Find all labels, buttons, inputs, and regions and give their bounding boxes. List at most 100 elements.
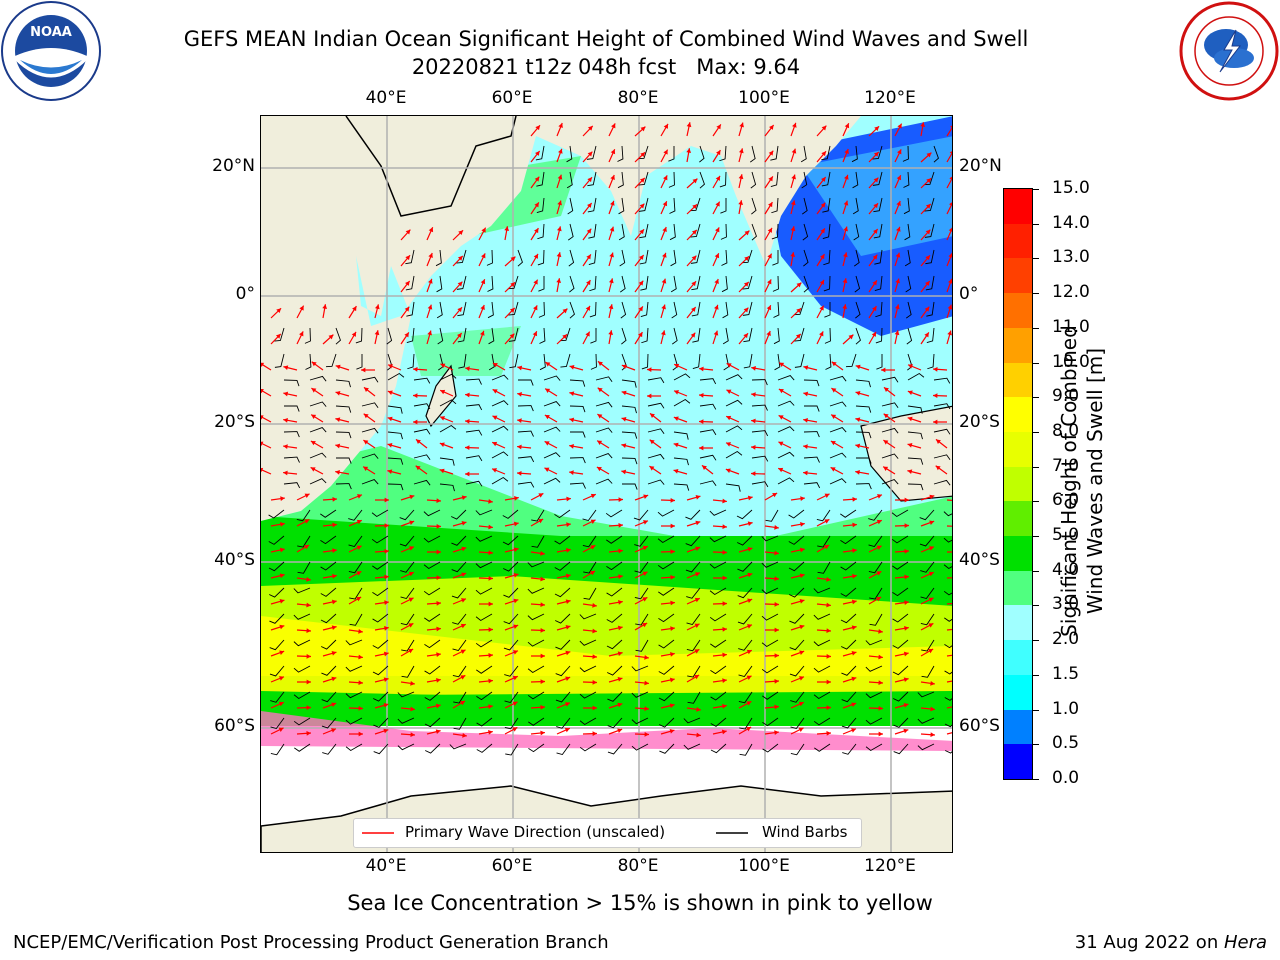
wind-barb: [355, 327, 363, 344]
lat-label-right-3: 40°S: [959, 550, 1000, 570]
wave-arrow-head: [540, 576, 545, 582]
wind-barb: [595, 478, 613, 485]
wind-barb: [372, 665, 389, 676]
wind-barb: [692, 327, 701, 343]
wind-barb: [566, 171, 573, 189]
wind-barb: [647, 428, 665, 435]
wind-barb: [294, 743, 311, 752]
wave-arrow-head: [363, 466, 369, 471]
wave-arrow-head: [306, 679, 311, 685]
wave-arrow-head: [586, 280, 591, 286]
wave-arrow-head: [283, 444, 288, 450]
wind-barb: [517, 456, 535, 463]
wave-arrow-head: [534, 202, 539, 208]
colorbar-tick-3: [1033, 674, 1039, 676]
wave-arrow-head: [701, 465, 707, 470]
wind-barb: [283, 482, 301, 489]
wave-arrow-head: [790, 252, 796, 257]
wave-arrow-head: [283, 417, 288, 423]
wave-arrow-head: [383, 677, 389, 683]
wind-barb: [439, 424, 457, 433]
wind-barb: [569, 275, 575, 293]
wind-barb: [691, 301, 701, 317]
colorbar-segment-11: [1004, 362, 1032, 398]
colorbar-segment-8: [1004, 466, 1032, 502]
wind-barb: [855, 483, 872, 490]
wave-arrow-head: [569, 443, 574, 449]
wind-barb: [503, 561, 519, 572]
wave-arrow-head: [618, 574, 623, 580]
wave-arrow-head: [844, 149, 849, 154]
wave-arrow-head: [413, 393, 418, 399]
wind-barb: [491, 374, 509, 381]
wind-barb: [309, 375, 327, 382]
wave-arrow-head: [925, 229, 931, 235]
wave-arrow-head: [617, 651, 623, 657]
wind-barb: [587, 171, 597, 187]
wave-arrow-head: [930, 680, 935, 686]
wind-barb: [528, 717, 545, 726]
wave-arrow-head: [663, 123, 668, 129]
lat-label-left-3: 40°S: [214, 550, 255, 570]
wave-arrow-head: [644, 706, 649, 712]
wave-arrow-head: [405, 255, 410, 261]
colorbar-label-line2: Wind Waves and Swell [m]: [1083, 347, 1107, 615]
wave-arrow-head: [304, 519, 310, 524]
wind-barb: [293, 613, 311, 620]
wave-arrow-head: [384, 625, 389, 631]
wind-barb: [803, 275, 809, 293]
wave-arrow-head: [331, 625, 337, 631]
wind-barb: [569, 482, 586, 489]
wind-barb: [777, 375, 795, 381]
wave-arrow-head: [670, 651, 675, 657]
wind-barb: [436, 275, 443, 293]
wind-barb: [372, 587, 389, 597]
wave-arrow-head: [304, 545, 310, 550]
wind-barb: [722, 327, 729, 345]
wind-barb: [823, 249, 831, 266]
wave-arrow-head: [799, 547, 805, 553]
wave-arrow-head: [457, 332, 462, 338]
wind-barb: [856, 457, 872, 464]
wave-arrow-head: [661, 304, 666, 310]
wave-arrow-head: [897, 123, 902, 129]
wind-barb: [527, 665, 545, 674]
colorbar-tick-label-0: 0.0: [1052, 768, 1080, 788]
wave-arrow-head: [722, 601, 727, 607]
wind-barb: [293, 587, 311, 594]
wind-barb: [944, 723, 952, 728]
wave-arrow-head: [556, 226, 562, 232]
wave-arrow-head: [642, 597, 648, 602]
wave-arrow-head: [726, 389, 732, 394]
wave-arrow-head: [363, 413, 369, 419]
wave-arrow-head: [747, 547, 753, 552]
wave-arrow-head: [512, 701, 518, 706]
wave-arrow-head: [590, 545, 596, 550]
wave-arrow-head: [876, 519, 882, 525]
wind-barb: [803, 456, 820, 463]
wave-arrow-head: [569, 365, 575, 370]
wind-barb: [868, 509, 883, 521]
wave-arrow-head: [674, 363, 680, 369]
wave-arrow-head: [779, 362, 785, 367]
wind-barb: [761, 587, 779, 595]
wave-arrow-head: [611, 123, 616, 129]
map-plot: [261, 116, 952, 852]
wind-barb: [554, 561, 571, 571]
legend-label-wind-barbs: Wind Barbs: [762, 823, 848, 841]
wind-barb: [853, 249, 860, 267]
colorbar-segment-0: [1004, 743, 1032, 779]
wind-barb: [737, 561, 753, 572]
wave-arrow-head: [639, 203, 645, 209]
wave-arrow-head: [540, 704, 545, 710]
wave-arrow-head: [948, 227, 952, 232]
wave-arrow-head: [643, 494, 649, 499]
wave-arrow-head: [533, 279, 538, 285]
wave-arrow-head: [746, 649, 752, 655]
wind-barb: [387, 431, 403, 440]
wave-arrow-head: [686, 122, 692, 128]
wind-barb: [893, 743, 909, 755]
colorbar-segment-6: [1004, 535, 1032, 571]
wave-arrow-head: [592, 628, 597, 634]
wave-arrow-head: [726, 415, 732, 421]
